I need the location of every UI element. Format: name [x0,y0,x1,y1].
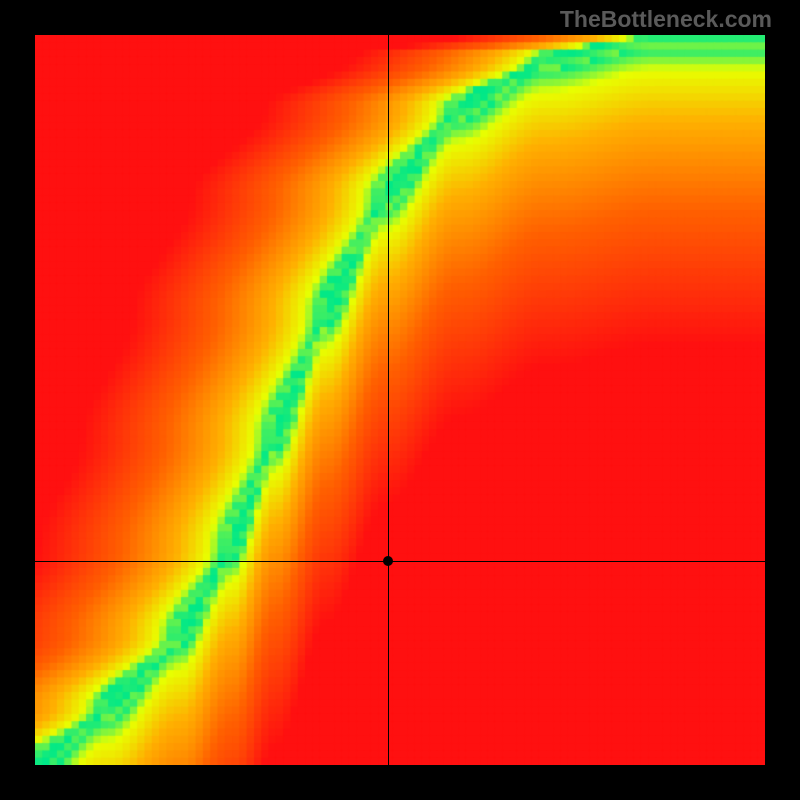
heatmap-canvas [35,35,765,765]
crosshair-vertical-line [388,35,389,765]
heatmap-plot-area [35,35,765,765]
watermark-text: TheBottleneck.com [560,6,772,33]
crosshair-marker-dot [383,556,393,566]
crosshair-horizontal-line [35,561,765,562]
